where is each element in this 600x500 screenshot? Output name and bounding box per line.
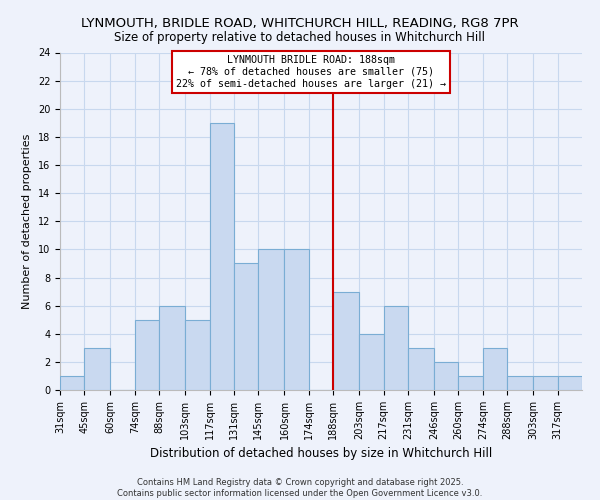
Bar <box>135 320 159 390</box>
Bar <box>209 123 234 390</box>
Bar <box>185 320 209 390</box>
Bar <box>408 348 434 390</box>
X-axis label: Distribution of detached houses by size in Whitchurch Hill: Distribution of detached houses by size … <box>150 448 492 460</box>
Bar <box>284 250 309 390</box>
Bar <box>557 376 582 390</box>
Bar <box>383 306 408 390</box>
Bar <box>507 376 533 390</box>
Text: LYNMOUTH BRIDLE ROAD: 188sqm
← 78% of detached houses are smaller (75)
22% of se: LYNMOUTH BRIDLE ROAD: 188sqm ← 78% of de… <box>176 56 446 88</box>
Text: Size of property relative to detached houses in Whitchurch Hill: Size of property relative to detached ho… <box>115 31 485 44</box>
Bar <box>458 376 483 390</box>
Bar <box>434 362 458 390</box>
Bar <box>483 348 507 390</box>
Y-axis label: Number of detached properties: Number of detached properties <box>22 134 32 309</box>
Bar <box>234 264 259 390</box>
Bar <box>333 292 359 390</box>
Bar <box>259 250 284 390</box>
Bar <box>359 334 383 390</box>
Bar <box>533 376 557 390</box>
Bar <box>60 376 85 390</box>
Text: Contains HM Land Registry data © Crown copyright and database right 2025.
Contai: Contains HM Land Registry data © Crown c… <box>118 478 482 498</box>
Bar <box>85 348 110 390</box>
Bar <box>159 306 185 390</box>
Text: LYNMOUTH, BRIDLE ROAD, WHITCHURCH HILL, READING, RG8 7PR: LYNMOUTH, BRIDLE ROAD, WHITCHURCH HILL, … <box>81 18 519 30</box>
